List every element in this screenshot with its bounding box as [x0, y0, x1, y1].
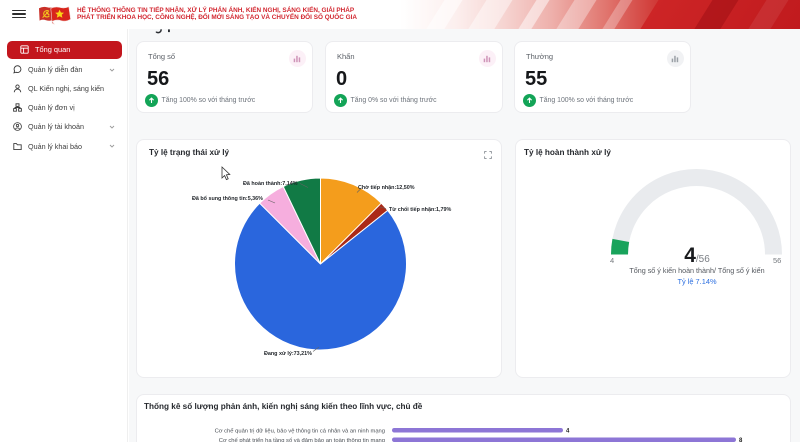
svg-text:Cơ chế quản trị dữ liệu, bảo v: Cơ chế quản trị dữ liệu, bảo vệ thông ti…	[215, 429, 385, 435]
svg-text:Đã bổ sung thông tin:5,36%: Đã bổ sung thông tin:5,36%	[192, 195, 263, 202]
svg-text:8: 8	[739, 438, 743, 442]
svg-text:56: 56	[773, 256, 781, 265]
svg-text:Đang xử lý:73,21%: Đang xử lý:73,21%	[264, 351, 312, 357]
svg-text:Từ chối tiếp nhận:1,79%: Từ chối tiếp nhận:1,79%	[389, 206, 452, 213]
svg-text:4: 4	[566, 429, 570, 435]
svg-text:Chờ tiếp nhận:12,50%: Chờ tiếp nhận:12,50%	[358, 184, 415, 191]
svg-text:Cơ chế phát triển hạ tầng số v: Cơ chế phát triển hạ tầng số và đảm bảo …	[219, 437, 385, 442]
svg-text:4: 4	[610, 256, 614, 265]
svg-text:Đã hoàn thành:7,14%: Đã hoàn thành:7,14%	[243, 181, 298, 187]
